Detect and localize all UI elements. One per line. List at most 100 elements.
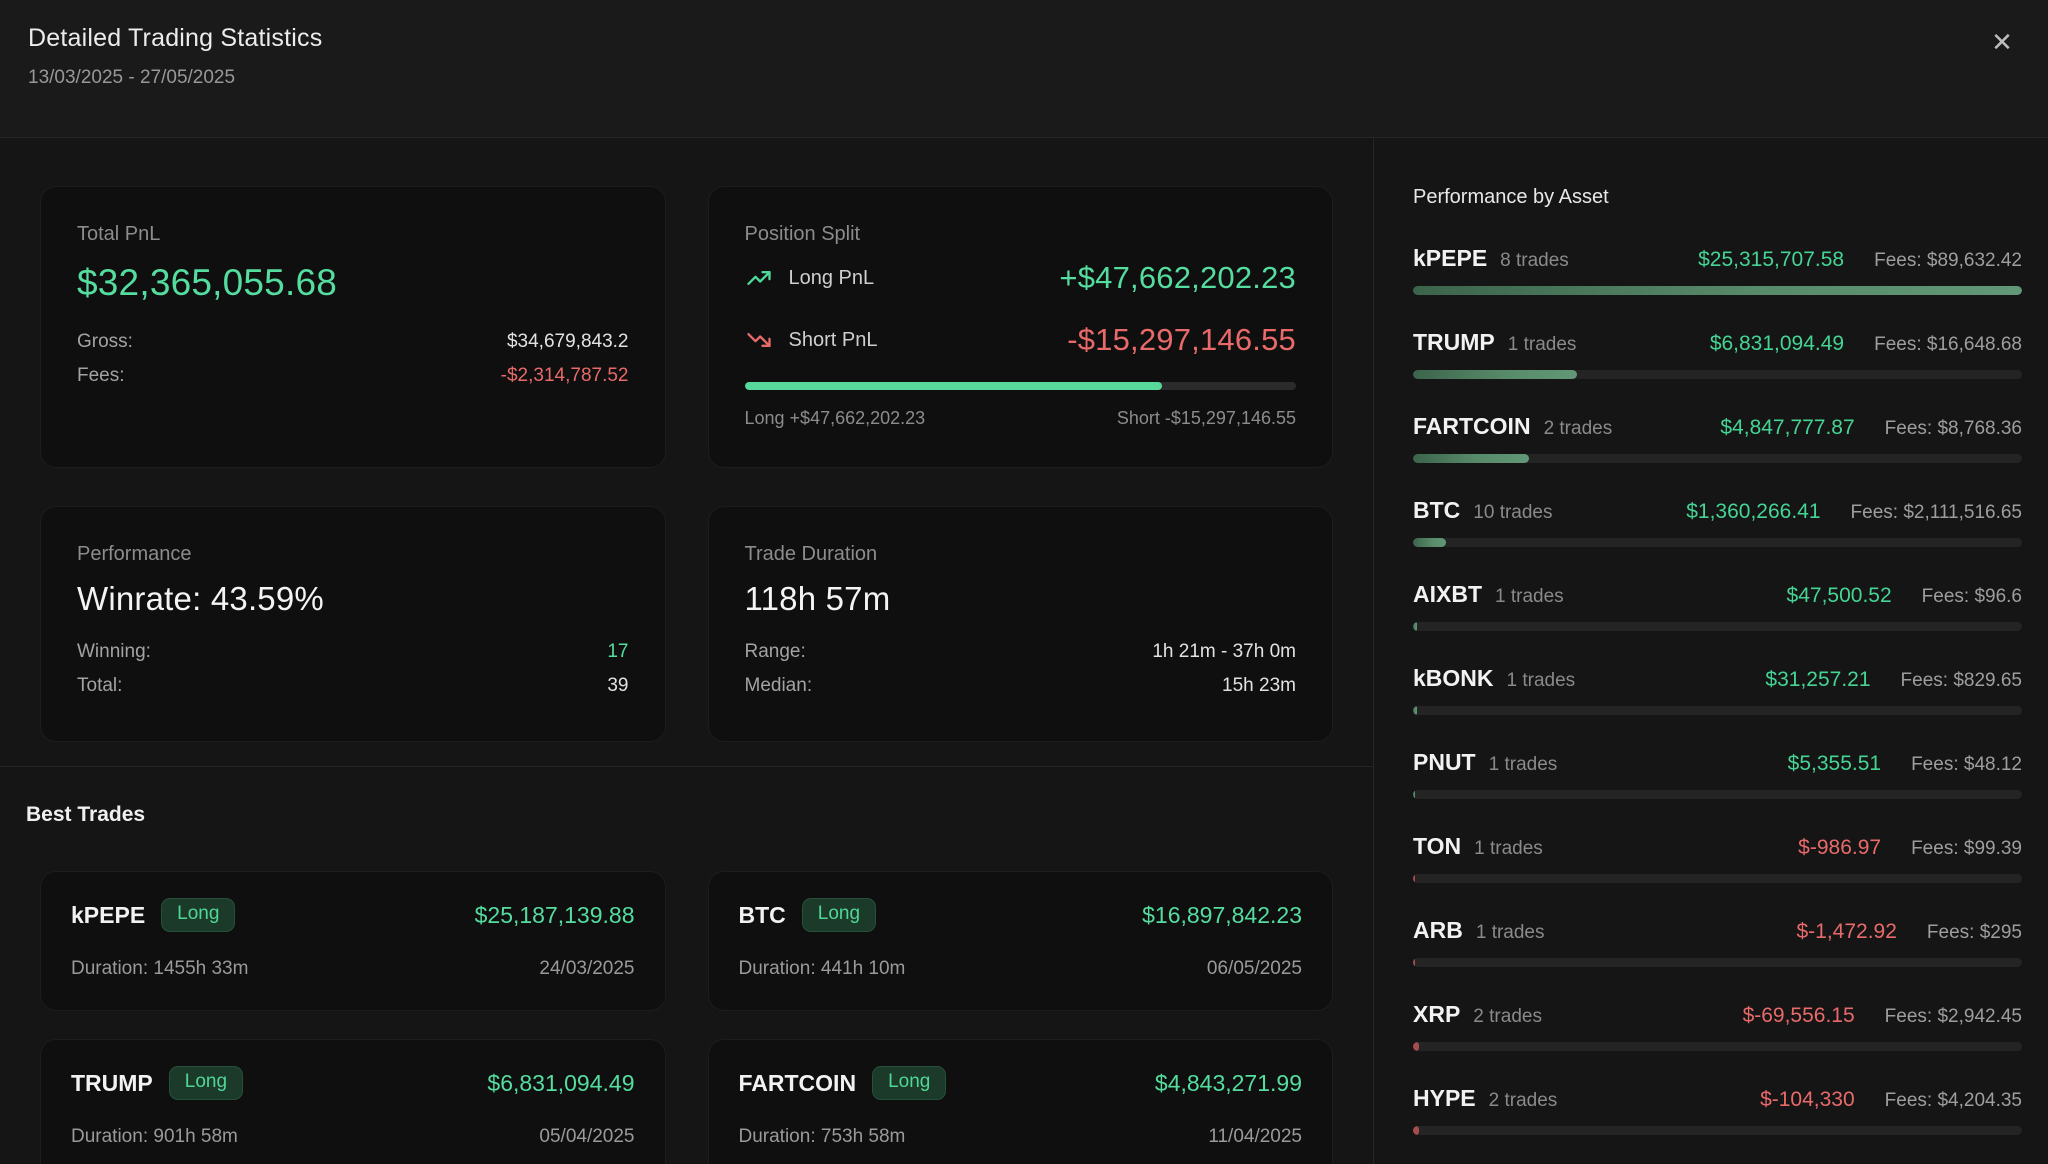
asset-row: HYPE 2 trades $-104,330 Fees: $4,204.35 [1413,1085,2022,1135]
asset-pnl-value: $47,500.52 [1786,584,1892,607]
trending-up-icon [745,264,773,292]
trade-date: 24/03/2025 [539,958,635,979]
asset-row-header: TRUMP 1 trades $6,831,094.49 Fees: $16,6… [1413,329,2022,356]
asset-pnl-value: $-986.97 [1798,836,1882,859]
gross-row: Gross: $34,679,843.2 [77,328,629,356]
range-label: Range: [744,641,806,662]
asset-row: kPEPE 8 trades $25,315,707.58 Fees: $89,… [1413,245,2022,295]
range-row: Range: 1h 21m - 37h 0m [745,638,1297,666]
total-pnl-card: Total PnL $32,365,055.68 Gross: $34,679,… [40,186,666,468]
asset-symbol: FARTCOIN [1413,413,1531,439]
asset-row-header: AIXBT 1 trades $47,500.52 Fees: $96.6 [1413,581,2022,608]
asset-pnl-bar [1413,286,2022,295]
card-label: Trade Duration [744,543,878,565]
asset-trade-count: 1 trades [1474,838,1543,859]
asset-row: FARTCOIN 2 trades $4,847,777.87 Fees: $8… [1413,413,2022,463]
short-pnl-value: -$15,297,146.55 [1067,322,1296,357]
median-label: Median: [744,675,813,696]
modal-header: Detailed Trading Statistics 13/03/2025 -… [0,0,2048,138]
asset-fees: Fees: $2,111,516.65 [1850,502,2022,523]
trending-down-icon [745,326,773,354]
card-label: Position Split [744,223,861,245]
asset-row-values: $5,355.51 Fees: $48.12 [1788,752,2022,776]
main-panel[interactable]: Total PnL $32,365,055.68 Gross: $34,679,… [0,138,1374,1164]
asset-row-values: $-104,330 Fees: $4,204.35 [1760,1088,2022,1112]
page-title: Detailed Trading Statistics [28,24,323,52]
trade-side-badge: Long [801,898,877,932]
asset-trade-count: 1 trades [1495,586,1564,607]
asset-row-values: $-69,556.15 Fees: $2,942.45 [1743,1004,2022,1028]
asset-symbol: ARB [1413,917,1463,943]
best-trade-card: BTC Long $16,897,842.23 Duration: 441h 1… [707,871,1333,1011]
asset-pnl-bar-fill [1413,1126,1420,1135]
total-trades-label: Total: [77,675,123,696]
asset-row-values: $6,831,094.49 Fees: $16,648.68 [1710,332,2022,356]
asset-pnl-bar-fill [1413,790,1416,799]
duration-rows: Range: 1h 21m - 37h 0m Median: 15h 23m [745,638,1297,700]
fees-label: Fees: [77,365,125,386]
asset-pnl-value: $31,257.21 [1765,668,1871,691]
asset-row-header: PNUT 1 trades $5,355.51 Fees: $48.12 [1413,749,2022,776]
asset-pnl-bar [1413,538,2022,547]
asset-trade-count: 10 trades [1473,502,1553,523]
trade-card-footer: Duration: 753h 58m 11/04/2025 [739,1126,1303,1148]
asset-row-header: HYPE 2 trades $-104,330 Fees: $4,204.35 [1413,1085,2022,1112]
asset-pnl-value: $4,847,777.87 [1720,416,1855,439]
trade-duration-card: Trade Duration 118h 57m Range: 1h 21m - … [707,506,1333,742]
position-split-card: Position Split Long PnL +$47,662,202.23 … [707,186,1333,468]
close-button[interactable]: ✕ [1980,20,2024,64]
asset-row: ARB 1 trades $-1,472.92 Fees: $295 [1413,917,2022,967]
asset-row-header: kPEPE 8 trades $25,315,707.58 Fees: $89,… [1413,245,2022,272]
trade-date: 05/04/2025 [539,1126,635,1147]
asset-row-values: $1,360,266.41 Fees: $2,111,516.65 [1686,500,2022,524]
close-icon: ✕ [1991,27,2013,57]
asset-pnl-bar-fill [1413,958,1415,967]
best-trade-card: TRUMP Long $6,831,094.49 Duration: 901h … [40,1039,666,1164]
total-trades-row: Total: 39 [77,672,629,700]
winning-value: 17 [607,641,629,662]
gross-label: Gross: [77,331,133,352]
asset-pnl-bar-fill [1413,370,1578,379]
performance-by-asset-panel[interactable]: Performance by Asset kPEPE 8 trades $25,… [1374,138,2048,1164]
total-pnl-value: $32,365,055.68 [77,262,337,303]
asset-row: PNUT 1 trades $5,355.51 Fees: $48.12 [1413,749,2022,799]
asset-trade-count: 1 trades [1506,670,1576,691]
asset-symbol: kBONK [1413,665,1494,691]
asset-pnl-bar-fill [1413,286,2022,295]
long-legend: Long +$47,662,202.23 [744,408,926,428]
asset-symbol: AIXBT [1413,581,1482,607]
trade-side-badge: Long [872,1066,947,1100]
asset-row: XRP 2 trades $-69,556.15 Fees: $2,942.45 [1413,1001,2022,1051]
trade-duration: Duration: 901h 58m [71,1126,238,1147]
asset-trade-count: 1 trades [1488,754,1558,775]
asset-pnl-bar-fill [1413,454,1529,463]
asset-row-header: TON 1 trades $-986.97 Fees: $99.39 [1413,833,2022,860]
asset-pnl-bar [1413,706,2022,715]
total-trades-value: 39 [607,675,629,696]
avg-duration-value: 118h 57m [744,580,891,617]
ratio-bar-legend: Long +$47,662,202.23 Short -$15,297,146.… [745,408,1297,429]
asset-row-header: kBONK 1 trades $31,257.21 Fees: $829.65 [1413,665,2022,692]
asset-row: TRUMP 1 trades $6,831,094.49 Fees: $16,6… [1413,329,2022,379]
date-range: 13/03/2025 - 27/05/2025 [28,67,236,88]
trade-symbol: BTC [738,901,786,928]
asset-trade-count: 8 trades [1500,250,1569,271]
asset-symbol: XRP [1413,1001,1461,1027]
winning-label: Winning: [77,641,151,662]
median-row: Median: 15h 23m [745,672,1297,700]
winrate-value: Winrate: 43.59% [77,580,324,617]
asset-pnl-value: $-104,330 [1760,1088,1855,1111]
best-trade-card: kPEPE Long $25,187,139.88 Duration: 1455… [40,871,666,1011]
asset-pnl-bar-fill [1413,1042,1420,1051]
short-pnl-row: Short PnL -$15,297,146.55 [745,322,1297,358]
trade-symbol: kPEPE [71,901,146,928]
long-pnl-value: +$47,662,202.23 [1059,260,1296,295]
asset-symbol: TRUMP [1413,329,1495,355]
asset-trade-count: 2 trades [1543,418,1613,439]
trade-duration: Duration: 753h 58m [738,1126,906,1147]
asset-trade-count: 2 trades [1473,1006,1542,1027]
trade-pnl-value: $16,897,842.23 [1142,901,1302,928]
trade-date: 11/04/2025 [1208,1126,1302,1147]
asset-symbol: PNUT [1413,749,1476,775]
trade-card-footer: Duration: 1455h 33m 24/03/2025 [71,958,635,980]
